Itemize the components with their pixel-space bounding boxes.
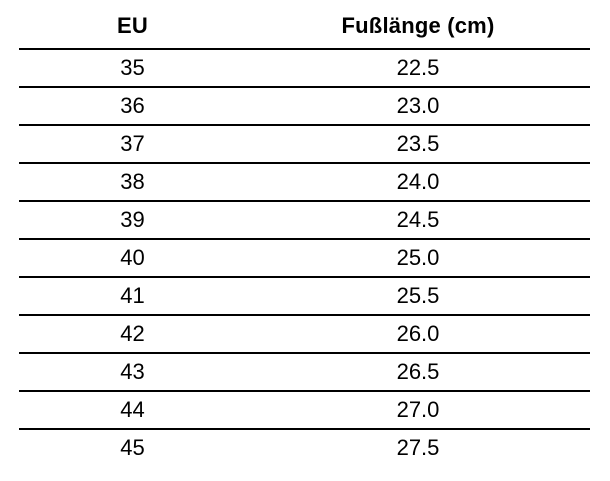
eu-size-cell: 45 (120, 435, 145, 460)
eu-size-cell: 42 (19, 315, 246, 354)
eu-size-cell: 40 (19, 239, 246, 278)
foot-length-cell: 27.0 (246, 391, 590, 430)
table-row: 35 22.5 (19, 49, 590, 88)
eu-size-cell: 44 (19, 391, 246, 430)
column-header-eu: EU (19, 0, 246, 50)
table-row: 39 24.5 (19, 201, 590, 240)
eu-size-cell: 41 (19, 277, 246, 316)
column-header-foot-length: Fußlänge (cm) (246, 0, 590, 50)
eu-size-cell: 43 (19, 353, 246, 392)
eu-size-cell: 36 (19, 87, 246, 126)
table-row: 42 26.0 (19, 315, 590, 354)
foot-length-cell: 26.0 (246, 315, 590, 354)
foot-length-cell: 27.5 (396, 435, 440, 460)
foot-length-cell: 26.5 (246, 353, 590, 392)
foot-length-cell: 25.0 (246, 239, 590, 278)
table-row: 41 25.5 (19, 277, 590, 316)
foot-length-cell: 25.5 (246, 277, 590, 316)
table-row: 44 27.0 (19, 391, 590, 430)
eu-size-cell: 35 (19, 49, 246, 88)
table-row: 40 25.0 (19, 239, 590, 278)
foot-length-cell: 24.5 (246, 201, 590, 240)
foot-length-cell: 23.5 (246, 125, 590, 164)
foot-length-cell: 23.0 (246, 87, 590, 126)
eu-size-cell: 39 (19, 201, 246, 240)
foot-length-cell: 22.5 (246, 49, 590, 88)
eu-size-cell: 37 (19, 125, 246, 164)
table-row: 37 23.5 (19, 125, 590, 164)
table-row: 45 27.5 (19, 429, 590, 466)
table-row: 43 26.5 (19, 353, 590, 392)
table-row: 38 24.0 (19, 163, 590, 202)
header-row: EU Fußlänge (cm) (19, 0, 590, 50)
eu-size-cell: 38 (19, 163, 246, 202)
table-row: 36 23.0 (19, 87, 590, 126)
table-body: 35 22.5 36 23.0 37 23.5 38 24.0 39 24.5 … (19, 49, 590, 466)
shoe-size-table: EU Fußlänge (cm) 35 22.5 36 23.0 37 23.5… (19, 0, 590, 466)
foot-length-cell: 24.0 (246, 163, 590, 202)
